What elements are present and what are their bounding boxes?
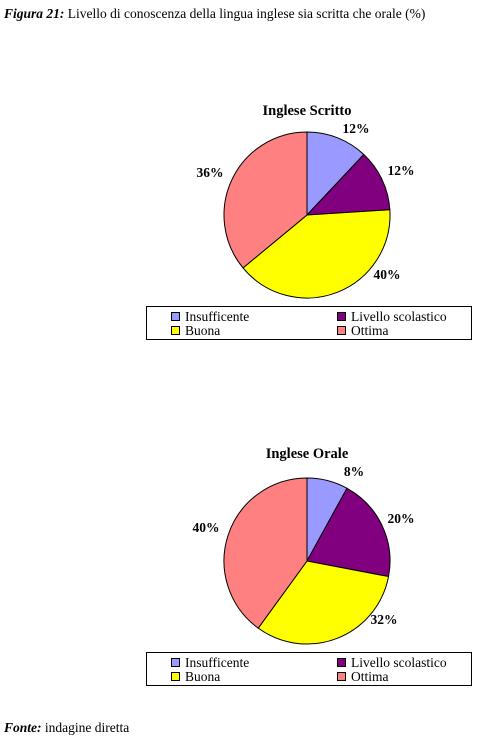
slice-data-label: 40% [193,520,220,535]
source-text: indagine diretta [41,720,130,735]
pie-slice-ottima [223,477,308,629]
figure-caption-text: Livello di conoscenza della lingua ingle… [64,6,426,21]
legend-label: Ottima [351,668,389,684]
legend-label: Buona [185,668,221,684]
legend-item: Livello scolastico [337,309,447,324]
legend-swatch [171,326,180,335]
slice-data-label: 20% [388,511,415,526]
legend-swatch [337,326,346,335]
slice-data-label: 40% [374,267,401,282]
legend-item: Insufficente [171,655,249,670]
chart-title: Inglese Orale [266,446,349,462]
pie-slice-buona [257,560,390,645]
pie-slice-livello-scolastico [306,487,391,578]
legend-item: Buona [171,323,220,338]
chart-legend: Insufficente Livello scolastico Buona Ottim… [146,306,472,340]
legend-label: Insufficente [185,308,250,324]
legend-swatch [337,658,346,667]
legend-item: Buona [171,669,220,684]
slice-data-label: 32% [371,612,398,627]
legend-swatch [171,658,180,667]
source-label: Fonte: [4,720,42,735]
legend-item: Ottima [337,669,389,684]
slice-data-label: 12% [388,163,415,178]
legend-label: Insufficente [185,654,250,670]
legend-swatch [171,672,180,681]
slice-data-label: 8% [344,464,364,479]
legend-item: Insufficente [171,309,249,324]
pie-slice-livello-scolastico [305,153,391,216]
slice-data-label: 36% [197,165,224,180]
legend-swatch [171,312,180,321]
figure-caption-label: Figura 21: [4,6,65,21]
legend-label: Ottima [351,322,389,338]
legend-item: Ottima [337,323,389,338]
legend-swatch [337,312,346,321]
figure-caption: Figura 21: Livello di conoscenza della l… [4,6,425,22]
pie-slice-ottima [223,131,308,269]
source-note: Fonte: indagine diretta [4,720,129,736]
legend-label: Livello scolastico [351,308,447,324]
slice-data-label: 12% [343,121,370,136]
legend-swatch [337,672,346,681]
legend-item: Livello scolastico [337,655,447,670]
legend-label: Buona [185,322,221,338]
chart-title: Inglese Scritto [263,103,352,119]
pie-slice-buona [242,209,391,299]
chart-legend: Insufficente Livello scolastico Buona Ottim… [146,652,472,686]
pie-slice-insufficente [306,131,365,217]
legend-label: Livello scolastico [351,654,447,670]
